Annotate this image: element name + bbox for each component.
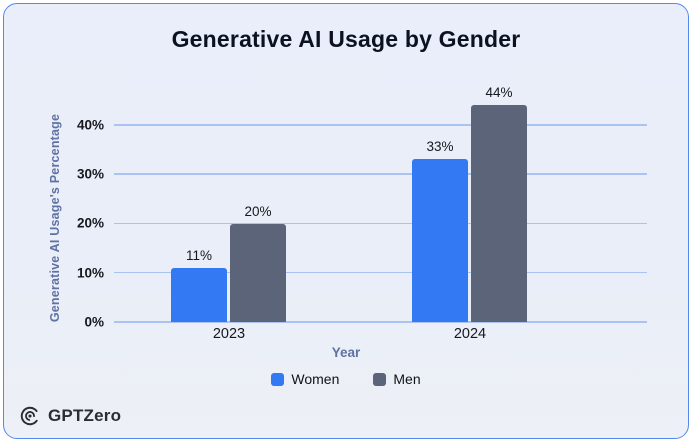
y-tick-label: 0% xyxy=(84,314,104,330)
gridline-0pct: 0% xyxy=(84,314,647,329)
bar-women-2024: 33% xyxy=(412,139,468,322)
legend-label: Men xyxy=(393,371,421,387)
gridline-30pct: 30% xyxy=(77,167,647,182)
gridline-40pct: 40% xyxy=(77,117,647,132)
x-tick-2024: 2024 xyxy=(453,326,487,342)
x-tick-2023: 2023 xyxy=(212,326,246,342)
women-swatch-icon xyxy=(271,372,285,386)
y-tick-label: 30% xyxy=(76,166,104,182)
chart-title: Generative AI Usage by Gender xyxy=(171,26,521,52)
bar-value-label: 44% xyxy=(485,85,513,101)
bar-rect-women xyxy=(171,267,227,322)
gridline-10pct: 10% xyxy=(77,265,647,280)
bar-value-label: 11% xyxy=(185,247,213,263)
y-tick-label: 40% xyxy=(76,117,104,133)
bar-group-2024: 33% 44% xyxy=(412,85,527,322)
legend: Women Men xyxy=(4,371,688,387)
bar-women-2023: 11% xyxy=(171,248,227,322)
bar-men-2024: 44% xyxy=(471,85,527,322)
legend-label: Women xyxy=(291,371,340,387)
men-swatch-icon xyxy=(373,372,387,386)
bar-rect-women xyxy=(412,159,468,322)
y-tick-label: 10% xyxy=(76,265,104,281)
y-axis-label: Generative AI Usage's Percentage xyxy=(48,113,62,323)
bar-rect-men xyxy=(471,105,527,322)
bar-value-label: 20% xyxy=(244,203,272,219)
legend-item-women: Women xyxy=(271,371,339,387)
y-tick-label: 20% xyxy=(76,215,104,231)
bar-men-2023: 20% xyxy=(230,203,286,322)
legend-item-men: Men xyxy=(373,371,421,387)
chart-card: Generative AI Usage by Gender Generative… xyxy=(3,3,689,439)
plot-area: 0% 10% 20% 30% 40% 11% 20% 33% xyxy=(77,85,647,342)
brand-name: GPTZero xyxy=(48,406,122,425)
gridline-20pct: 20% xyxy=(77,216,647,231)
bar-value-label: 33% xyxy=(426,139,454,155)
brand-logo: GPTZero xyxy=(19,405,121,427)
x-axis-label: Year xyxy=(331,345,361,360)
gptzero-logo-icon xyxy=(19,405,41,427)
bar-rect-men xyxy=(230,223,286,322)
bar-group-2023: 11% 20% xyxy=(171,89,286,322)
